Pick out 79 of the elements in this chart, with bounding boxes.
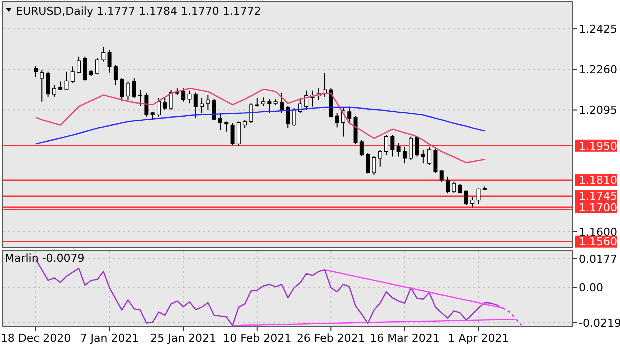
ref-line-label: 1.1745 [579,190,618,204]
candlestick [52,84,56,98]
candlestick [114,64,118,86]
candlestick [390,134,395,158]
candlestick [268,98,272,114]
line-series [324,269,504,309]
candlestick [323,72,328,98]
ref-line-label: 1.1950 [579,140,618,153]
chart-title: Marlin -0.0079 [5,252,85,265]
line-series [496,304,522,326]
candlestick [421,150,426,164]
x-tick-label: 1 Apr 2021 [448,332,510,345]
chart-title: EURUSD,Daily 1.1777 1.1784 1.1770 1.1772 [16,5,262,18]
y-tick-label: 0.00 [579,281,604,294]
candlestick [77,56,82,74]
candlestick [464,190,468,206]
candlestick [126,81,130,101]
candlestick [194,92,198,120]
candlestick [212,98,216,121]
candlestick [218,112,222,131]
candlestick [83,56,88,82]
candlestick [470,197,475,208]
candlestick [402,146,407,164]
candlestick [360,140,364,157]
candlestick [138,90,143,107]
x-tick-label: 26 Feb 2021 [296,332,366,345]
candlestick [280,93,284,114]
candlestick [249,103,254,124]
candlestick [96,58,100,76]
x-tick-label: 16 Mar 2021 [370,332,440,345]
candlestick [102,47,106,62]
candlestick [335,112,340,128]
candlestick [458,184,462,194]
x-tick-label: 18 Dec 2020 [0,332,72,345]
ref-line-label: 1.1700 [579,201,618,214]
candlestick [40,70,44,102]
candlestick [230,123,235,146]
x-tick-label: 10 Feb 2021 [223,332,292,345]
candlestick [452,181,456,194]
candlestick [169,90,174,111]
candlestick [292,108,296,127]
candlestick [144,93,149,118]
candlestick [224,121,229,132]
candlestick [163,98,168,111]
candlestick [108,49,112,74]
line-series [35,88,486,164]
candlestick [120,78,124,102]
candlestick [378,150,382,168]
ref-line-label: 1.1810 [579,174,618,188]
candlestick [64,71,69,91]
candlestick [476,188,481,205]
candlestick [132,78,136,99]
candlestick [372,156,376,176]
candlestick [286,106,290,129]
y-tick-label: 1.2260 [579,64,618,76]
candlestick [409,136,414,161]
candlestick [428,146,432,166]
candlestick [156,98,161,118]
candlestick [396,142,401,158]
candlestick [384,134,389,156]
candlestick [188,90,192,104]
y-tick-label: 1.2425 [579,22,618,36]
x-tick-label: 7 Jan 2021 [80,332,140,345]
candlestick [34,65,38,78]
y-tick-label: 0.0177 [579,252,618,266]
candlestick [366,153,370,174]
candlestick [206,94,210,111]
candlestick [236,121,241,147]
y-tick-label: 1.2095 [579,104,618,118]
candlestick [434,148,438,174]
candlestick [70,66,75,84]
candlestick [182,88,186,102]
line-series [232,318,516,326]
x-tick-label: 25 Jan 2021 [150,332,217,345]
candlestick [348,106,352,124]
candlestick [415,136,420,158]
candlestick [446,176,450,194]
candlestick [200,98,204,114]
candlestick [46,71,50,98]
